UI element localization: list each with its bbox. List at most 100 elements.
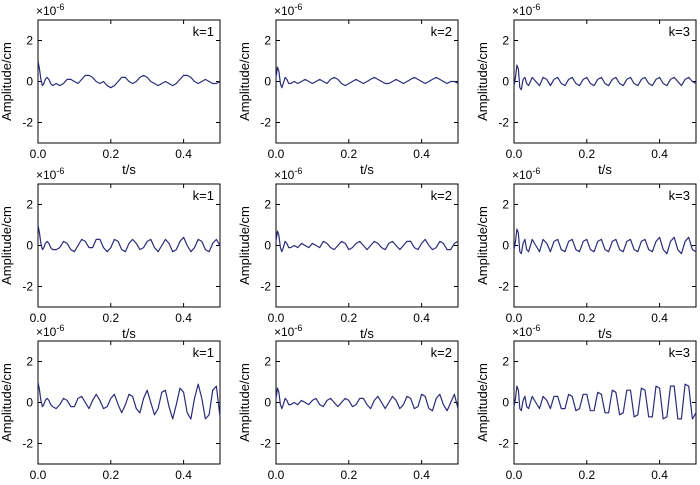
y-axis-label: Amplitude/cm — [237, 42, 252, 121]
series-line — [275, 66, 459, 89]
y-scale-exponent: -6 — [56, 323, 64, 333]
x-tick-label: 0.4 — [175, 147, 192, 161]
y-tick-label: 2 — [264, 34, 271, 48]
y-scale-base: ×10 — [36, 325, 57, 339]
y-tick-label: -2 — [260, 437, 271, 451]
y-tick-label: 2 — [502, 34, 509, 48]
k-label: k=2 — [431, 345, 452, 360]
series-line — [37, 224, 221, 253]
y-tick-label: 0 — [264, 239, 271, 253]
x-tick-label: 0.0 — [268, 147, 285, 161]
k-label: k=3 — [669, 188, 690, 203]
y-scale-factor: ×10-6 — [512, 166, 540, 182]
y-scale-factor: ×10-6 — [274, 166, 302, 182]
y-scale-factor: ×10-6 — [512, 323, 540, 339]
y-tick-label: 0 — [264, 396, 271, 410]
y-scale-base: ×10 — [274, 325, 295, 339]
series-line — [513, 64, 697, 91]
x-tick-label: 0.2 — [340, 468, 357, 480]
x-tick-label: 0.4 — [651, 468, 668, 480]
y-scale-exponent: -6 — [294, 166, 302, 176]
subplot-7: -2 0 2 0.0 0.2 0.4 t/s Amplitude/cm ×10-6 k=1 — [0, 323, 221, 485]
y-tick-label: 0 — [26, 239, 33, 253]
y-scale-factor: ×10-6 — [36, 166, 64, 182]
x-tick-label: 0.0 — [506, 468, 523, 480]
y-scale-base: ×10 — [274, 4, 295, 18]
y-scale-factor: ×10-6 — [36, 2, 64, 18]
y-tick-label: -2 — [22, 437, 33, 451]
x-tick-label: 0.4 — [651, 147, 668, 161]
y-tick-label: -2 — [498, 116, 509, 130]
y-tick-label: 0 — [264, 75, 271, 89]
y-tick-label: 2 — [502, 198, 509, 212]
y-scale-factor: ×10-6 — [274, 323, 302, 339]
y-tick-label: 2 — [264, 198, 271, 212]
y-scale-base: ×10 — [512, 325, 533, 339]
x-axis-label: t/s — [360, 162, 374, 177]
series-line — [513, 383, 697, 420]
x-tick-label: 0.4 — [175, 468, 192, 480]
k-label: k=1 — [193, 345, 214, 360]
y-scale-base: ×10 — [36, 168, 57, 182]
y-scale-base: ×10 — [512, 4, 533, 18]
x-axis-label: t/s — [122, 326, 136, 341]
x-tick-label: 0.0 — [30, 311, 47, 325]
y-scale-base: ×10 — [512, 168, 533, 182]
y-scale-exponent: -6 — [294, 2, 302, 12]
x-tick-label: 0.2 — [578, 468, 595, 480]
x-tick-label: 0.2 — [102, 311, 119, 325]
series-line — [275, 387, 459, 412]
x-tick-label: 0.4 — [413, 468, 430, 480]
x-tick-label: 0.0 — [268, 468, 285, 480]
y-scale-exponent: -6 — [532, 323, 540, 333]
y-axis-label: Amplitude/cm — [0, 206, 14, 285]
y-axis-label: Amplitude/cm — [475, 206, 490, 285]
y-tick-label: -2 — [260, 280, 271, 294]
y-tick-label: -2 — [498, 280, 509, 294]
y-scale-exponent: -6 — [532, 2, 540, 12]
x-tick-label: 0.2 — [340, 311, 357, 325]
x-tick-label: 0.0 — [268, 311, 285, 325]
k-label: k=1 — [193, 24, 214, 39]
subplot-9: -2 0 2 0.0 0.2 0.4 t/s Amplitude/cm ×10-6 k=3 — [475, 323, 697, 485]
x-tick-label: 0.0 — [506, 311, 523, 325]
y-axis-label: Amplitude/cm — [237, 206, 252, 285]
y-axis-label: Amplitude/cm — [475, 42, 490, 121]
y-scale-factor: ×10-6 — [274, 2, 302, 18]
series-line — [37, 381, 221, 420]
y-tick-label: 0 — [502, 239, 509, 253]
y-scale-factor: ×10-6 — [36, 323, 64, 339]
series-line — [275, 230, 459, 253]
y-tick-label: 2 — [26, 198, 33, 212]
y-tick-label: 0 — [502, 396, 509, 410]
series-line — [37, 60, 221, 89]
y-tick-label: 2 — [26, 34, 33, 48]
k-label: k=2 — [431, 24, 452, 39]
subplot-8: -2 0 2 0.0 0.2 0.4 t/s Amplitude/cm ×10-6 k=2 — [237, 323, 459, 485]
y-tick-label: 2 — [26, 355, 33, 369]
x-tick-label: 0.0 — [30, 147, 47, 161]
y-axis-label: Amplitude/cm — [0, 42, 14, 121]
y-scale-exponent: -6 — [56, 166, 64, 176]
y-axis-label: Amplitude/cm — [0, 363, 14, 442]
y-axis-label: Amplitude/cm — [237, 363, 252, 442]
x-tick-label: 0.4 — [651, 311, 668, 325]
x-tick-label: 0.2 — [340, 147, 357, 161]
x-tick-label: 0.4 — [413, 311, 430, 325]
y-tick-label: -2 — [260, 116, 271, 130]
x-tick-label: 0.2 — [102, 147, 119, 161]
x-tick-label: 0.4 — [175, 311, 192, 325]
x-tick-label: 0.2 — [102, 468, 119, 480]
x-tick-label: 0.0 — [30, 468, 47, 480]
x-axis-label: t/s — [598, 162, 612, 177]
k-label: k=2 — [431, 188, 452, 203]
x-axis-label: t/s — [360, 326, 374, 341]
